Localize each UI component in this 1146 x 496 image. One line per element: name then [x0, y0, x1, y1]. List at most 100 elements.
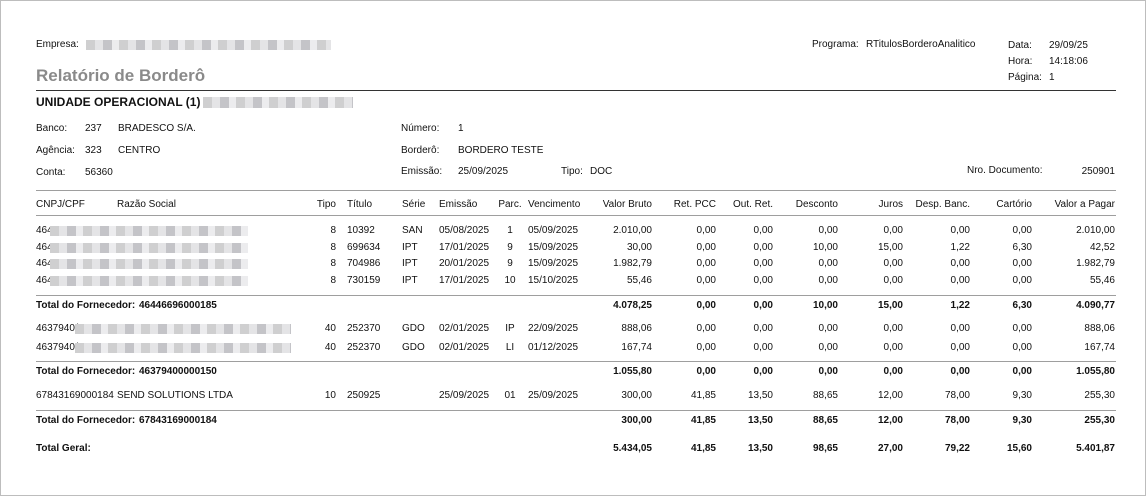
cell-valor-a-pagar: 55,46	[1089, 275, 1115, 286]
cell-ret-pcc: 0,00	[696, 258, 716, 269]
cell-desconto: 0,00	[818, 323, 838, 334]
cell-juros: 0,00	[883, 342, 903, 353]
conta-label: Conta:	[36, 167, 66, 178]
cell-valor-bruto: 2.010,00	[613, 225, 652, 236]
numero-label: Número:	[401, 123, 440, 134]
redacted-supplier	[75, 343, 291, 353]
total-desconto: 88,65	[812, 415, 838, 426]
cell-out-ret: 0,00	[753, 225, 773, 236]
cell-cartorio: 0,00	[1012, 258, 1032, 269]
cell-vencimento: 15/10/2025	[528, 275, 579, 286]
cell-ret-pcc: 0,00	[696, 242, 716, 253]
cell-out-ret: 0,00	[753, 242, 773, 253]
total-out-ret: 0,00	[753, 300, 773, 311]
cell-valor-a-pagar: 1.982,79	[1076, 258, 1115, 269]
total-cartorio: 9,30	[1012, 415, 1032, 426]
emissao-label: Emissão:	[401, 166, 443, 177]
agencia-nome: CENTRO	[118, 145, 161, 156]
cell-juros: 0,00	[883, 258, 903, 269]
pagina-value: 1	[1049, 72, 1055, 83]
cell-out-ret: 0,00	[753, 342, 773, 353]
cell-cnpj: 4637940(	[36, 342, 79, 353]
cell-parc: 9	[507, 258, 513, 269]
cell-razao: SEND SOLUTIONS LTDA	[117, 390, 233, 401]
header-parc: Parc.	[498, 199, 522, 210]
redacted-supplier	[50, 226, 248, 236]
total-cartorio: 0,00	[1012, 366, 1032, 377]
total-juros: 0,00	[883, 366, 903, 377]
cell-emissao: 02/01/2025	[439, 323, 490, 334]
cell-emissao: 25/09/2025	[439, 390, 490, 401]
total-valor-a-pagar: 1.055,80	[1076, 366, 1115, 377]
header-valor-a-pagar: Valor a Pagar	[1054, 199, 1115, 210]
cell-parc: 1	[507, 225, 513, 236]
pagina-label: Página:	[1008, 72, 1042, 83]
tipo-label: Tipo:	[561, 166, 583, 177]
cell-juros: 0,00	[883, 225, 903, 236]
cell-cnpj: 464	[36, 242, 53, 253]
header-cnpj: CNPJ/CPF	[36, 199, 85, 210]
cell-cnpj: 67843169000184	[36, 390, 114, 401]
cell-desconto: 0,00	[818, 275, 838, 286]
cell-titulo: 250925	[347, 390, 381, 401]
total-valor-a-pagar: 255,30	[1084, 415, 1115, 426]
agencia-label: Agência:	[36, 145, 75, 156]
cell-tipo: 40	[324, 323, 336, 334]
report-title: Relatório de Borderô	[36, 66, 206, 85]
cell-out-ret: 13,50	[747, 390, 773, 401]
cell-valor-a-pagar: 42,52	[1089, 242, 1115, 253]
total-juros: 12,00	[877, 415, 903, 426]
cell-desp-banc: 0,00	[950, 342, 970, 353]
cell-titulo: 704986	[347, 258, 381, 269]
data-value: 29/09/25	[1049, 40, 1088, 51]
hora-value: 14:18:06	[1049, 56, 1088, 67]
total-ret-pcc: 0,00	[696, 300, 716, 311]
cell-valor-a-pagar: 888,06	[1084, 323, 1115, 334]
cell-emissao: 20/01/2025	[439, 258, 490, 269]
total-desp-banc: 78,00	[944, 415, 970, 426]
divider	[36, 190, 1116, 191]
redacted-supplier	[75, 324, 291, 334]
hora-label: Hora:	[1008, 56, 1033, 67]
header-desp-banc: Desp. Banc.	[915, 199, 970, 210]
cell-vencimento: 25/09/2025	[528, 390, 579, 401]
grand-total-desconto: 98,65	[812, 443, 838, 454]
cell-desp-banc: 1,22	[950, 242, 970, 253]
cell-out-ret: 0,00	[753, 258, 773, 269]
cell-parc: 10	[504, 275, 516, 286]
agencia-codigo: 323	[85, 145, 102, 156]
cell-cnpj: 4637940(	[36, 323, 79, 334]
divider	[36, 295, 1116, 296]
nro-documento-label: Nro. Documento:	[967, 165, 1043, 176]
cell-out-ret: 0,00	[753, 275, 773, 286]
data-label: Data:	[1008, 40, 1032, 51]
tipo-value: DOC	[590, 166, 613, 177]
bordero-value: BORDERO TESTE	[458, 145, 544, 156]
cell-serie: SAN	[402, 225, 423, 236]
programa-label: Programa:	[812, 39, 859, 50]
cell-desp-banc: 78,00	[944, 390, 970, 401]
cell-cnpj: 464	[36, 225, 53, 236]
cell-vencimento: 22/09/2025	[528, 323, 579, 334]
empresa-label: Empresa:	[36, 39, 79, 50]
cell-vencimento: 01/12/2025	[528, 342, 579, 353]
cell-serie: IPT	[402, 242, 418, 253]
cell-valor-a-pagar: 2.010,00	[1076, 225, 1115, 236]
cell-juros: 15,00	[877, 242, 903, 253]
grand-total-valor-a-pagar: 5.401,87	[1076, 443, 1115, 454]
cell-serie: IPT	[402, 258, 418, 269]
unidade-operacional: UNIDADE OPERACIONAL (1)	[36, 95, 201, 109]
cell-cnpj: 464	[36, 275, 53, 286]
grand-total-juros: 27,00	[877, 443, 903, 454]
cell-desconto: 10,00	[812, 242, 838, 253]
total-desp-banc: 0,00	[950, 366, 970, 377]
total-juros: 15,00	[877, 300, 903, 311]
cell-cartorio: 0,00	[1012, 342, 1032, 353]
grand-total-cartorio: 15,60	[1006, 443, 1032, 454]
total-geral-label: Total Geral:	[36, 443, 91, 454]
cell-desp-banc: 0,00	[950, 225, 970, 236]
redacted-unidade	[203, 97, 353, 108]
cell-tipo: 8	[330, 225, 336, 236]
cell-serie: GDO	[402, 323, 425, 334]
cell-titulo: 252370	[347, 323, 381, 334]
